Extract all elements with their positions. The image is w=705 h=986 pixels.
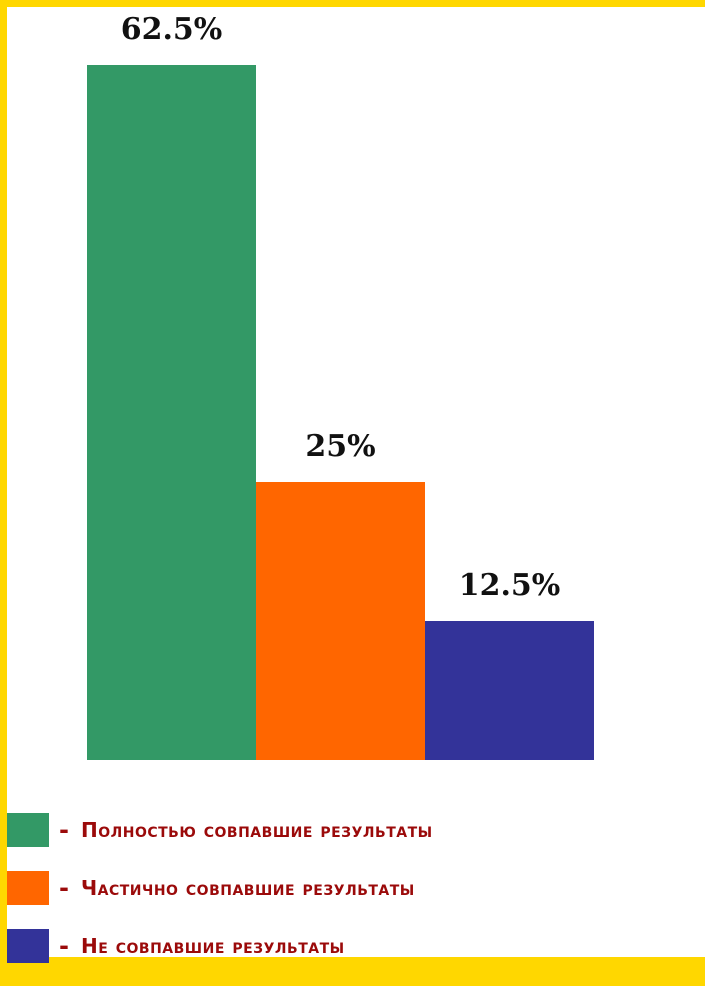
legend-swatch-green xyxy=(7,813,49,847)
legend-swatch-orange xyxy=(7,871,49,905)
legend-label-no-match: Не совпавшие результаты xyxy=(80,934,345,958)
legend-item-full-match: - Полностью совпавшие результаты xyxy=(7,812,433,848)
legend-label-full-match: Полностью совпавшие результаты xyxy=(80,818,433,842)
legend-label-partial-match: Частично совпавшие результаты xyxy=(80,876,415,900)
legend-dash: - xyxy=(59,816,69,844)
chart-frame: 62.5% 25% 12.5% xyxy=(7,7,705,957)
legend-dash: - xyxy=(59,932,69,960)
legend-swatch-blue xyxy=(7,929,49,963)
bar-2 xyxy=(256,482,425,760)
bar-3 xyxy=(425,621,594,760)
bar-1 xyxy=(87,65,256,760)
legend-dash: - xyxy=(59,874,69,902)
legend: - Полностью совпавшие результаты - Части… xyxy=(7,812,433,986)
data-label-1: 62.5% xyxy=(121,12,223,47)
legend-item-no-match: - Не совпавшие результаты xyxy=(7,928,433,964)
data-label-2: 25% xyxy=(305,429,375,464)
data-label-3: 12.5% xyxy=(459,568,561,603)
bar-chart: 62.5% 25% 12.5% xyxy=(87,12,594,760)
legend-item-partial-match: - Частично совпавшие результаты xyxy=(7,870,433,906)
